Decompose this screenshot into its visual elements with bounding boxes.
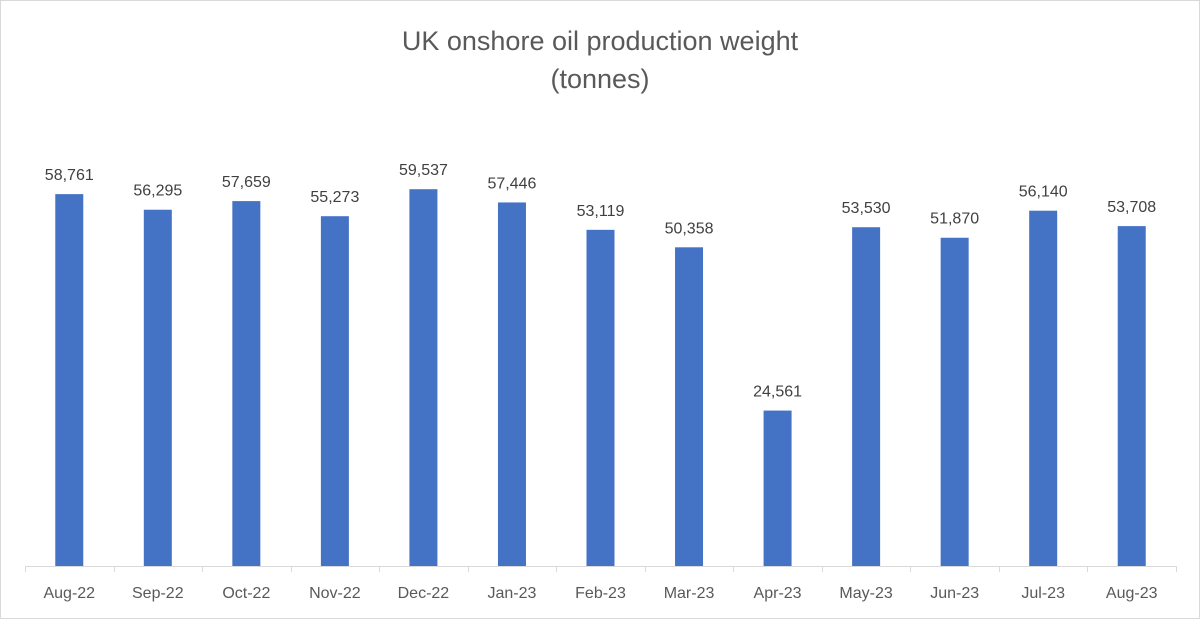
x-tick-label: Dec-22 bbox=[398, 585, 450, 602]
bar-jul-23 bbox=[1029, 210, 1058, 567]
x-tick-label: Apr-23 bbox=[754, 585, 802, 602]
data-label: 57,446 bbox=[487, 175, 536, 192]
x-tick-label: Aug-23 bbox=[1106, 585, 1158, 602]
data-label: 53,708 bbox=[1107, 199, 1156, 216]
x-tick-label: Oct-22 bbox=[222, 585, 270, 602]
bar-feb-23 bbox=[586, 229, 615, 566]
data-label: 53,530 bbox=[842, 200, 891, 217]
x-tick-label: Aug-22 bbox=[43, 585, 95, 602]
bar-mar-23 bbox=[675, 247, 704, 567]
x-tick-label: Mar-23 bbox=[664, 585, 715, 602]
data-label: 58,761 bbox=[45, 167, 94, 184]
chart-title: UK onshore oil production weight bbox=[402, 26, 799, 56]
bar-jan-23 bbox=[497, 202, 526, 566]
bar-apr-23 bbox=[763, 410, 792, 566]
data-label: 56,295 bbox=[133, 183, 182, 200]
data-label: 51,870 bbox=[930, 211, 979, 228]
bar-may-23 bbox=[852, 227, 881, 566]
x-tick-label: Jan-23 bbox=[488, 585, 537, 602]
bar-aug-23 bbox=[1117, 226, 1146, 566]
bar-dec-22 bbox=[409, 189, 438, 567]
x-tick-label: Jul-23 bbox=[1021, 585, 1065, 602]
x-tick-label: Nov-22 bbox=[309, 585, 361, 602]
data-label: 50,358 bbox=[665, 220, 714, 237]
data-label: 53,119 bbox=[577, 203, 625, 220]
x-tick-label: May-23 bbox=[839, 585, 892, 602]
bar-nov-22 bbox=[320, 216, 349, 566]
x-tick-label: Feb-23 bbox=[575, 585, 626, 602]
bar-sep-22 bbox=[143, 209, 172, 566]
data-label: 59,537 bbox=[399, 162, 448, 179]
bar-jun-23 bbox=[940, 237, 969, 566]
data-label: 57,659 bbox=[222, 174, 271, 191]
x-tick-label: Sep-22 bbox=[132, 585, 184, 602]
data-label: 24,561 bbox=[753, 384, 802, 401]
chart-subtitle: (tonnes) bbox=[550, 64, 649, 94]
bar-aug-22 bbox=[55, 194, 84, 566]
bar-oct-22 bbox=[232, 201, 261, 567]
data-label: 55,273 bbox=[310, 189, 359, 206]
data-label: 56,140 bbox=[1019, 184, 1068, 201]
x-tick-label: Jun-23 bbox=[930, 585, 979, 602]
